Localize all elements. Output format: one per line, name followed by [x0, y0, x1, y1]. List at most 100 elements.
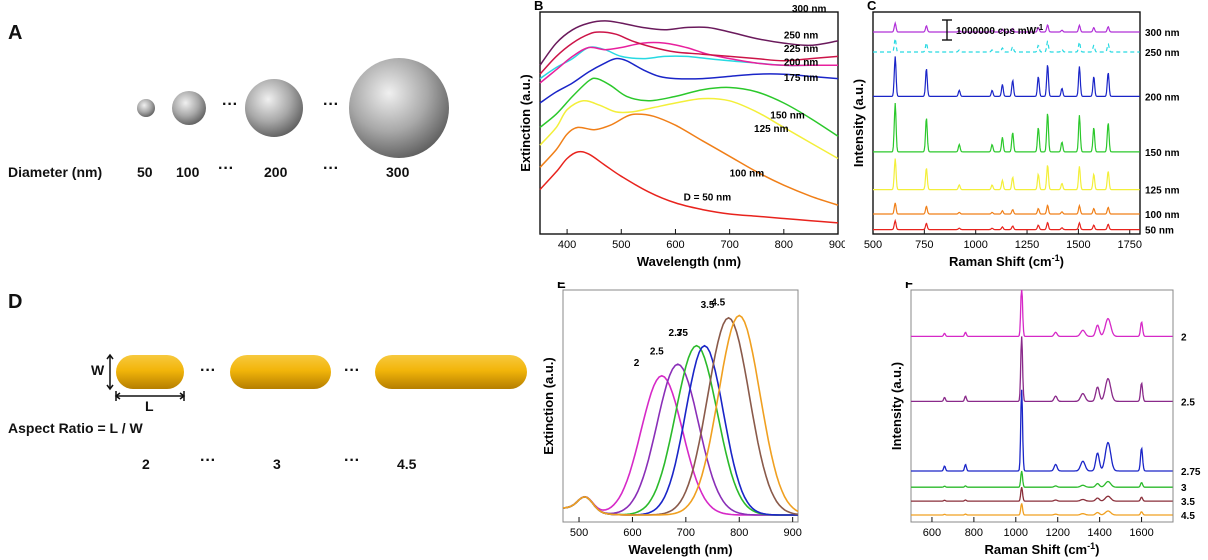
- x-tick-label: 1250: [1015, 239, 1039, 251]
- chart-f: 600 800 1000 1200 1400 1600 F Raman Shift (cm-1…: [889, 282, 1201, 557]
- plot-frame: [872, 11, 1141, 235]
- x-tick-label: 750: [915, 239, 933, 251]
- x-tick-label: 1400: [1087, 527, 1111, 539]
- x-axis-title: Raman Shift (cm-1): [985, 541, 1100, 557]
- series-line-300-nm: [539, 20, 839, 66]
- spectrum-ar-2-75: [911, 389, 1173, 472]
- spectrum-300-nm: [873, 21, 1140, 33]
- spectrum-250-nm: [873, 38, 1140, 53]
- spectrum-50-nm: [873, 218, 1140, 231]
- panel-letter-b: B: [534, 0, 543, 13]
- series-label: D = 50 nm: [684, 193, 732, 204]
- x-tick-label: 900: [783, 527, 801, 539]
- spectrum-ar-2: [911, 289, 1173, 338]
- ellipsis: ···: [323, 160, 339, 177]
- plot-frame: [539, 11, 839, 235]
- ellipsis: ···: [323, 96, 339, 113]
- series-label: 200 nm: [784, 57, 819, 68]
- x-tick-label: 600: [923, 527, 941, 539]
- x-tick-label: 800: [775, 239, 793, 251]
- spectrum-ar-3-5: [911, 487, 1173, 502]
- series-label: 4.5: [711, 298, 725, 309]
- series-label: 100 nm: [730, 168, 765, 179]
- series-label: 3.5: [1181, 497, 1195, 508]
- y-axis-title: Extinction (a.u.): [518, 74, 533, 172]
- series-label: 3: [1181, 483, 1187, 494]
- nanorod-ar-4-5: [375, 355, 527, 389]
- series-line-250-nm: [539, 31, 839, 75]
- panel-letter-c: C: [867, 0, 877, 13]
- series-label: 50 nm: [1145, 226, 1174, 237]
- series-label: 125 nm: [1145, 186, 1180, 197]
- size-label: 200: [264, 164, 288, 180]
- plot-frame: [562, 289, 799, 523]
- spectrum-100-nm: [873, 202, 1140, 215]
- x-tick-label: 1500: [1066, 239, 1090, 251]
- size-label: 100: [176, 164, 200, 180]
- series-line-ar-2: [562, 374, 798, 516]
- series-label: 2: [1181, 332, 1187, 343]
- sphere-200: [245, 79, 303, 137]
- panel-letter-f: F: [905, 282, 913, 291]
- diameter-label: Diameter (nm): [8, 164, 103, 180]
- x-axis-title: Wavelength (nm): [637, 254, 741, 269]
- x-tick-label: 600: [623, 527, 641, 539]
- ellipsis: ···: [200, 362, 216, 379]
- series-label: 150 nm: [770, 111, 805, 122]
- spectrum-ar-4-5: [911, 503, 1173, 516]
- y-axis-title: Intensity (a.u.): [851, 79, 866, 167]
- spectrum-200-nm: [873, 56, 1140, 97]
- chart-e: 500 600 700 800 900 E Wavelength (nm) Extinctio…: [541, 282, 802, 557]
- series-label: 150 nm: [1145, 148, 1180, 159]
- series-label: 250 nm: [784, 31, 819, 42]
- series-label: 2.75: [669, 328, 689, 339]
- y-axis-title: Intensity (a.u.): [889, 362, 904, 450]
- series-line-225-nm: [539, 41, 838, 84]
- y-axis-title: Extinction (a.u.): [541, 357, 556, 455]
- series-label: 3: [677, 328, 683, 339]
- chart-b: 400 500 600 700 800 900 B Wavelength (nm) Extinc…: [518, 0, 845, 269]
- x-tick-label: 1000: [963, 239, 987, 251]
- ellipsis: ···: [222, 96, 238, 113]
- series-line-150-nm: [539, 77, 839, 137]
- panel-letter-d: D: [8, 291, 23, 313]
- size-label: 50: [137, 164, 153, 180]
- spectrum-125-nm: [873, 158, 1140, 191]
- series-label: 4.5: [1181, 511, 1195, 522]
- length-label: L: [145, 398, 154, 414]
- x-axis-title: Wavelength (nm): [628, 542, 732, 557]
- x-tick-label: 1750: [1117, 239, 1141, 251]
- series-label: 2.5: [1181, 397, 1195, 408]
- series-line-175-nm: [539, 57, 839, 104]
- ratio-label: 3: [273, 456, 281, 472]
- series-line-ar-2-75: [562, 344, 798, 516]
- width-label: W: [91, 362, 105, 378]
- series-label: 175 nm: [784, 73, 819, 84]
- x-tick-label: 500: [570, 527, 588, 539]
- series-label: 250 nm: [1145, 48, 1180, 59]
- size-label: 300: [386, 164, 410, 180]
- ellipsis: ···: [200, 452, 216, 469]
- ellipsis: ···: [344, 452, 360, 469]
- series-label: 300 nm: [1145, 28, 1180, 39]
- x-tick-label: 700: [720, 239, 738, 251]
- series-label: 125 nm: [754, 124, 789, 135]
- series-line-ar-3: [562, 344, 798, 516]
- x-tick-label: 400: [558, 239, 576, 251]
- nanosphere-illustration: [137, 58, 449, 158]
- panel-letter-e: E: [557, 282, 566, 291]
- series-line-D-50-nm: [539, 150, 839, 224]
- series-label: 2: [634, 358, 640, 369]
- dimension-arrows: [106, 353, 186, 401]
- series-label: 3.5: [701, 300, 715, 311]
- ratio-label: 4.5: [397, 456, 417, 472]
- plot-frame: [910, 289, 1174, 523]
- spectrum-ar-3: [911, 470, 1173, 488]
- spectrum-ar-2-5: [911, 336, 1173, 403]
- nanorod-illustration: [106, 353, 527, 401]
- x-tick-label: 600: [666, 239, 684, 251]
- x-tick-label: 500: [864, 239, 882, 251]
- x-tick-label: 900: [829, 239, 845, 251]
- scale-bar-label: 1000000 cps mW-1: [956, 23, 1044, 38]
- sphere-50: [137, 99, 155, 117]
